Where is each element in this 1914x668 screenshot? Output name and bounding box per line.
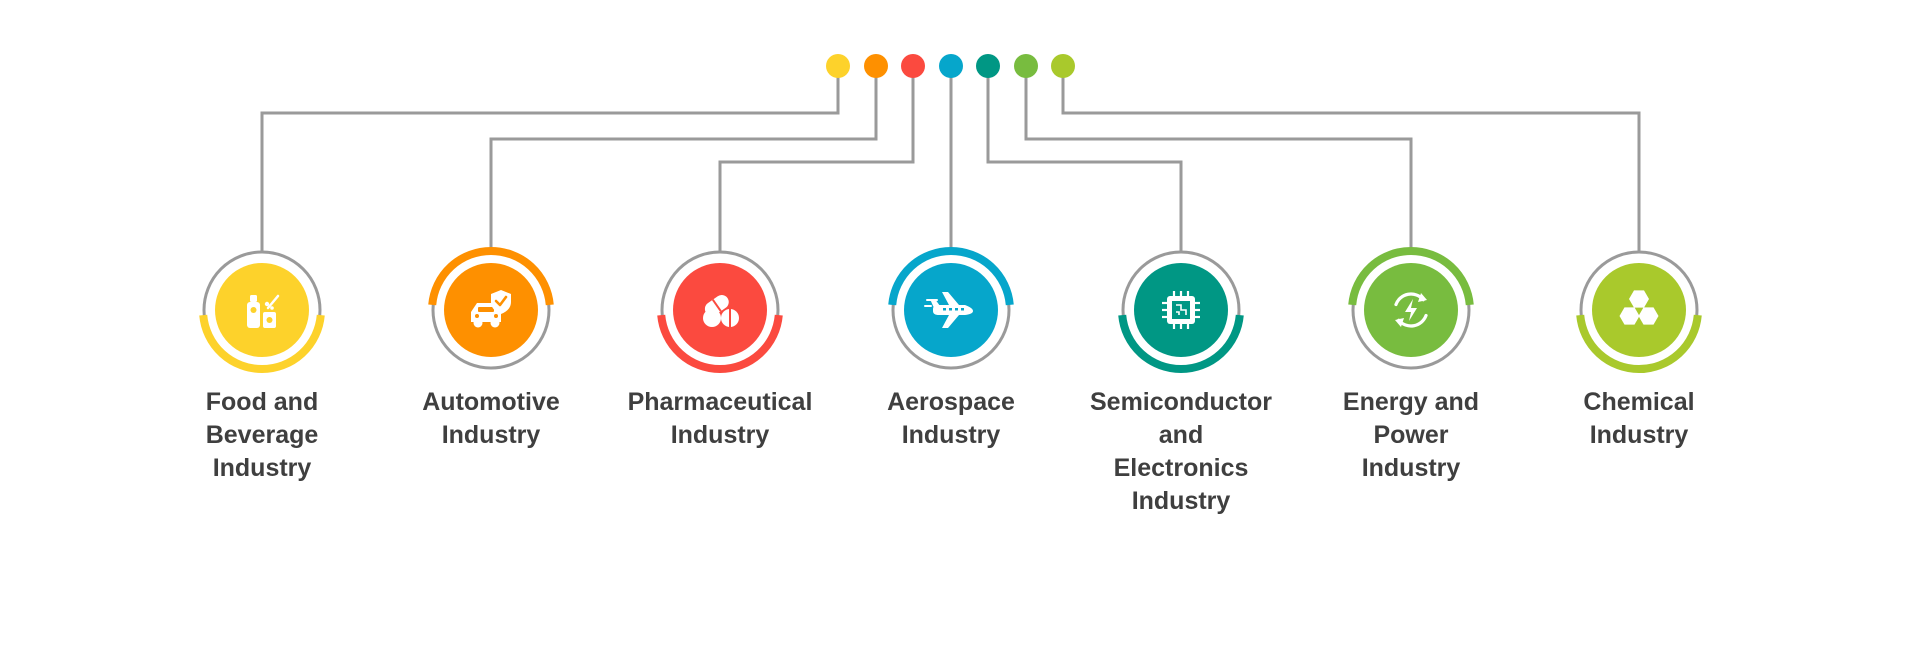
accent-arc [199,314,325,374]
node-circle [215,263,309,357]
industry-label: Aerospace Industry [887,388,1015,449]
color-dots [826,54,1075,78]
connector-line [1061,66,1641,252]
food-beverage-icon [247,294,280,328]
airplane-icon [924,292,973,328]
industry-label: Chemical Industry [1583,388,1695,449]
renewable-energy-icon [1394,292,1428,328]
connector-line [260,66,840,252]
accent-arc [1118,314,1244,374]
accent-arc [1576,314,1702,374]
industry-node [1348,246,1474,370]
accent-arc [1348,246,1474,306]
color-dot [864,54,888,78]
connector-line [718,66,915,252]
industry-node [888,246,1014,370]
industry-label: Automotive Industry [422,388,560,449]
accent-arc [888,246,1014,306]
hexagons-icon [1619,290,1659,325]
industry-node [1576,250,1702,374]
color-dot [976,54,1000,78]
node-circle [1592,263,1686,357]
industry-label: Pharmaceutical Industry [627,388,813,449]
industry-node [1118,250,1244,374]
industry-nodes [199,246,1702,374]
industry-label: Energy and Power Industry [1342,388,1480,482]
connector-lines [260,66,1641,252]
car-shield-icon [471,290,511,328]
color-dot [939,54,963,78]
accent-arc [657,314,783,374]
industry-node [428,246,554,370]
industry-node [199,250,325,374]
microchip-icon [1162,291,1200,329]
accent-arc [428,246,554,306]
pills-icon [703,294,739,327]
connector-line [1024,66,1413,252]
industry-label: Food and Beverage Industry [205,388,319,482]
connector-line [489,66,878,252]
color-dot [901,54,925,78]
color-dot [826,54,850,78]
color-dot [1051,54,1075,78]
industry-node [657,250,783,374]
connector-line [986,66,1183,252]
color-dot [1014,54,1038,78]
industry-label: Semiconductor and Electronics Industry [1090,388,1272,515]
